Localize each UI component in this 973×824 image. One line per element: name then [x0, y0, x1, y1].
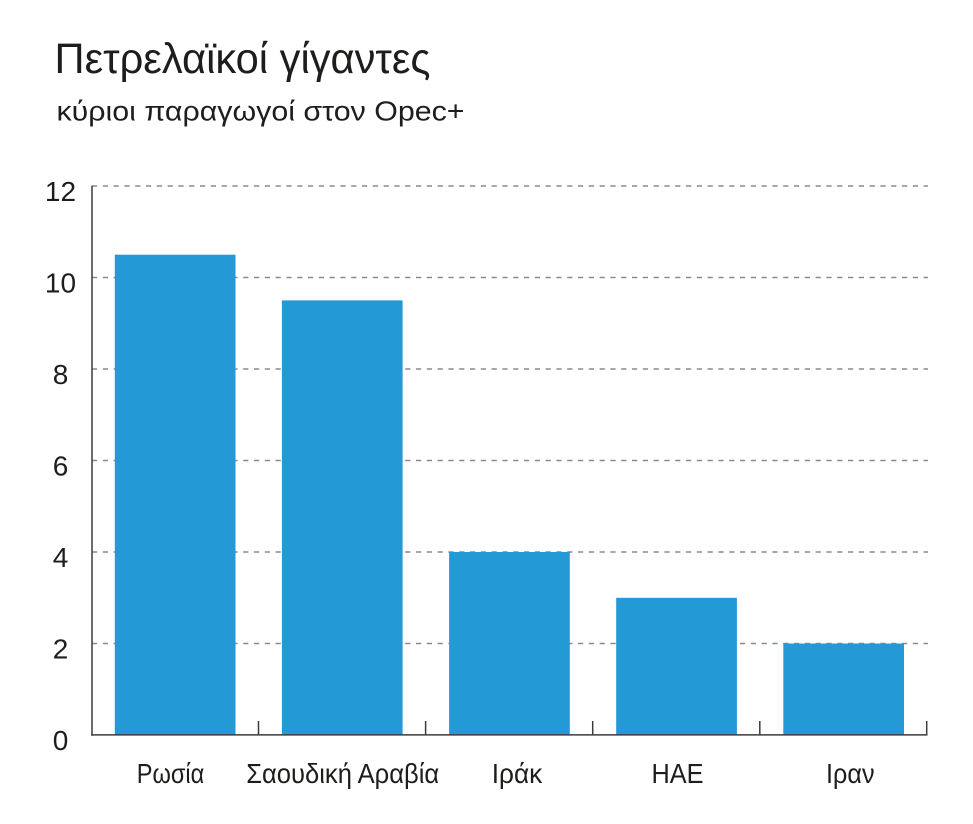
svg-text:κύριοι παραγωγοί στον Opec+: κύριοι παραγωγοί στον Opec+ — [57, 95, 465, 126]
svg-text:0: 0 — [53, 725, 69, 756]
svg-text:6: 6 — [53, 450, 69, 481]
svg-text:4: 4 — [53, 542, 69, 573]
svg-text:8: 8 — [53, 359, 69, 390]
svg-text:Πετρελαϊκοί γίγαντες: Πετρελαϊκοί γίγαντες — [55, 36, 431, 83]
svg-text:ΗΑΕ: ΗΑΕ — [652, 758, 704, 789]
svg-text:10: 10 — [45, 267, 76, 298]
svg-text:Ιραν: Ιραν — [826, 758, 875, 789]
svg-text:Ιράκ: Ιράκ — [492, 758, 543, 789]
svg-text:12: 12 — [45, 176, 76, 207]
svg-text:Σαουδική Αραβία: Σαουδική Αραβία — [246, 758, 439, 789]
svg-text:2: 2 — [53, 633, 69, 664]
svg-text:Ρωσία: Ρωσία — [137, 758, 205, 789]
